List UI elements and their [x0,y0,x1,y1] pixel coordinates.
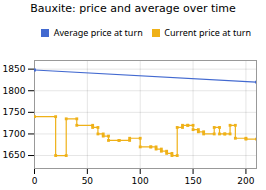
svg-text:1700: 1700 [3,128,26,138]
svg-text:1750: 1750 [3,107,26,117]
html-text:Bauxite: price and average ove: Bauxite: price and average over time [30,2,236,15]
html-text:Average price at turn: Average price at turn [53,26,143,39]
svg-text:150: 150 [184,175,201,185]
svg-text:0: 0 [32,175,38,185]
svg-text:200: 200 [237,175,254,185]
svg-text:1800: 1800 [3,85,26,95]
svg-text:1850: 1850 [3,64,26,74]
svg-text:100: 100 [132,175,149,185]
svg-text:50: 50 [82,175,94,185]
html-text:Current price at turn: Current price at turn [164,26,251,39]
svg-text:1650: 1650 [3,150,26,160]
